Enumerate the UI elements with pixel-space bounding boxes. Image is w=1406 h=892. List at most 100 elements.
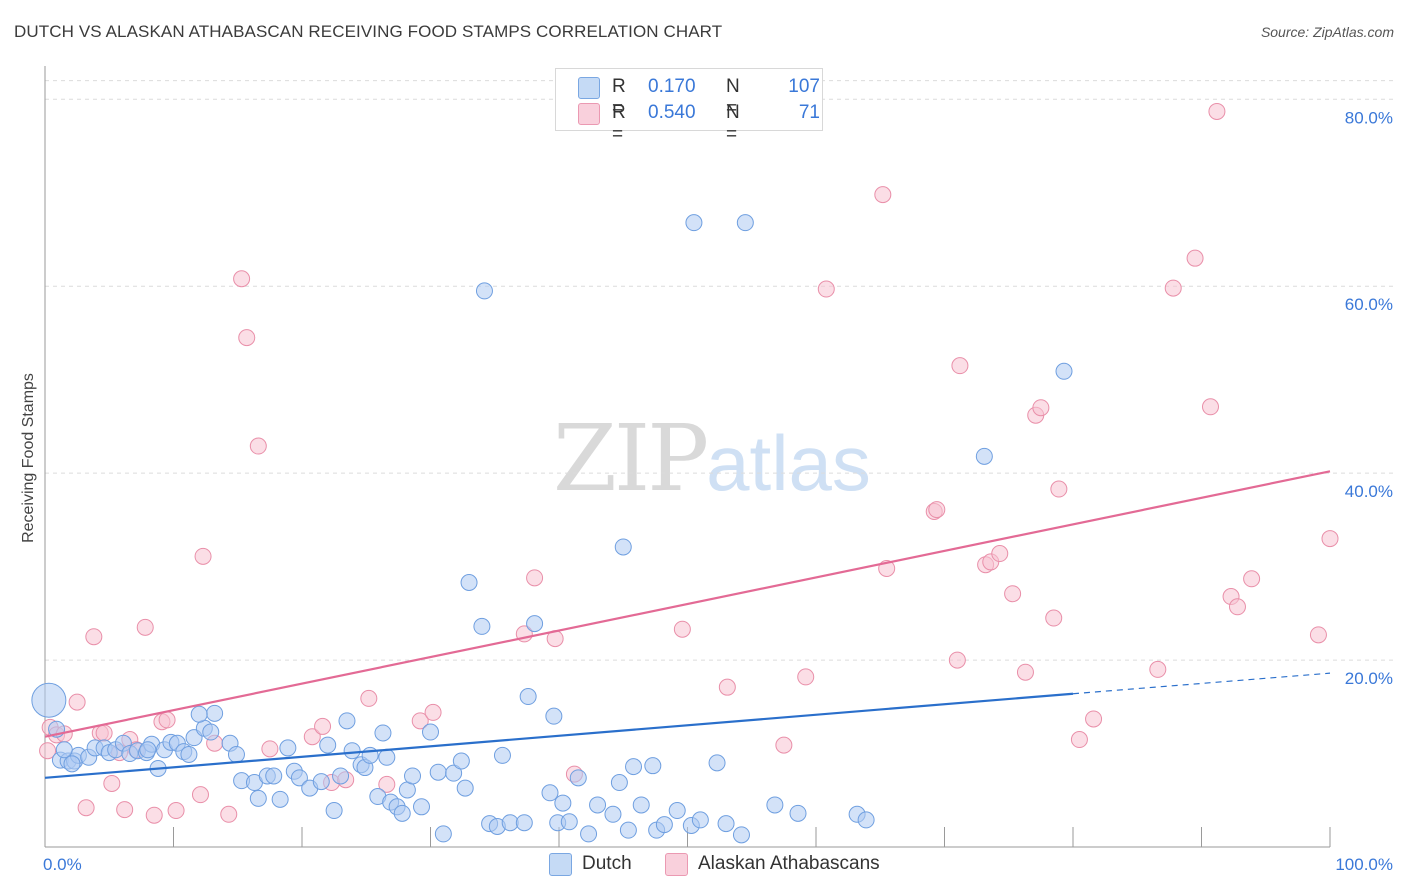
- legend-r-label: R =: [612, 76, 626, 119]
- alaskan-point: [797, 668, 815, 686]
- legend-swatch-alaskan: [578, 103, 600, 125]
- dutch-point: [265, 767, 283, 785]
- y-tick-label: 20.0%: [1345, 669, 1393, 688]
- bottom-legend-swatch-alaskan: [665, 853, 688, 876]
- alaskan-point: [928, 501, 946, 519]
- dutch-point: [374, 724, 392, 742]
- dutch-point: [139, 741, 157, 759]
- dutch-point: [312, 773, 330, 791]
- dutch-point: [456, 779, 474, 797]
- x-tick-label: 0.0%: [43, 855, 82, 874]
- dutch-point: [655, 816, 673, 834]
- alaskan-point: [1321, 530, 1339, 548]
- x-tick-label: 100.0%: [1335, 855, 1393, 874]
- alaskan-point: [673, 620, 691, 638]
- alaskan-point: [191, 786, 209, 804]
- dutch-point: [857, 811, 875, 829]
- dutch-point: [475, 282, 493, 300]
- alaskan-point: [411, 712, 429, 730]
- alaskan-point: [303, 728, 321, 746]
- dutch-point: [206, 704, 224, 722]
- dutch-point: [589, 796, 607, 814]
- dutch-point: [789, 804, 807, 822]
- alaskan-point: [948, 651, 966, 669]
- alaskan-point: [1201, 398, 1219, 416]
- dutch-point: [319, 736, 337, 754]
- dutch-point: [644, 757, 662, 775]
- dutch-point: [632, 796, 650, 814]
- y-tick-label: 80.0%: [1345, 108, 1393, 127]
- alaskan-trend-line: [44, 470, 1331, 738]
- dutch-point: [560, 813, 578, 831]
- alaskan-point: [85, 628, 103, 646]
- dutch-point: [31, 682, 67, 718]
- dutch-point: [493, 746, 511, 764]
- legend-n-label: N =: [726, 102, 740, 145]
- dutch-point: [413, 798, 431, 816]
- dutch-point: [569, 769, 587, 787]
- dutch-point: [619, 821, 637, 839]
- stats-legend: R = 0.170 N = 107 R = 0.540 N = 71: [555, 68, 823, 145]
- alaskan-point: [1149, 660, 1167, 678]
- dutch-point: [975, 447, 993, 465]
- alaskan-point: [77, 799, 95, 817]
- dutch-point: [290, 769, 308, 787]
- alaskan-point: [1004, 585, 1022, 603]
- alaskan-point: [775, 736, 793, 754]
- alaskan-point: [874, 186, 892, 204]
- legend-swatch-dutch: [578, 77, 600, 99]
- dutch-point: [180, 745, 198, 763]
- alaskan-point: [249, 437, 267, 455]
- alaskan-point: [1186, 249, 1204, 267]
- dutch-point: [422, 723, 439, 741]
- bottom-legend-label-alaskan: Alaskan Athabascans: [698, 853, 880, 874]
- legend-n-label: N =: [726, 76, 740, 119]
- alaskan-point: [1032, 399, 1050, 417]
- dutch-point: [202, 723, 220, 741]
- dutch-point: [452, 752, 470, 770]
- alaskan-point: [136, 618, 154, 636]
- alaskan-point: [1228, 598, 1246, 616]
- alaskan-point: [261, 740, 279, 758]
- dutch-point: [545, 707, 563, 725]
- dutch-point: [691, 811, 709, 829]
- dutch-point: [271, 790, 289, 808]
- dutch-trend-line: [44, 692, 1074, 779]
- alaskan-point: [817, 280, 835, 298]
- legend-r-value: 0.540: [648, 102, 696, 123]
- dutch-point: [685, 214, 703, 232]
- dutch-point: [501, 814, 519, 832]
- dutch-point: [227, 745, 245, 763]
- y-tick-label: 60.0%: [1345, 295, 1393, 314]
- watermark: ZIPatlas: [553, 405, 871, 512]
- dutch-point: [404, 767, 422, 785]
- alaskan-point: [167, 802, 185, 820]
- alaskan-point: [1016, 663, 1034, 681]
- dutch-point: [473, 617, 491, 635]
- dutch-point: [63, 755, 81, 773]
- alaskan-point: [220, 805, 238, 823]
- dutch-point: [343, 742, 361, 760]
- dutch-point: [434, 825, 452, 843]
- dutch-point: [614, 538, 632, 556]
- dutch-point: [1055, 362, 1073, 380]
- alaskan-point: [145, 806, 163, 824]
- dutch-point: [668, 802, 686, 820]
- alaskan-point: [103, 774, 121, 792]
- alaskan-point: [360, 689, 378, 707]
- dutch-point: [736, 214, 754, 232]
- dutch-point: [717, 815, 735, 833]
- dutch-point: [332, 767, 350, 785]
- alaskan-point: [378, 775, 396, 793]
- legend-n-value: 71: [798, 102, 820, 123]
- alaskan-point: [1309, 626, 1327, 644]
- dutch-point: [378, 748, 396, 766]
- alaskan-point: [1070, 731, 1088, 749]
- y-tick-label: 40.0%: [1345, 482, 1393, 501]
- dutch-point: [460, 573, 478, 591]
- dutch-point: [541, 784, 559, 802]
- dutch-point: [554, 794, 572, 812]
- dutch-point: [325, 802, 343, 820]
- alaskan-point: [95, 724, 113, 742]
